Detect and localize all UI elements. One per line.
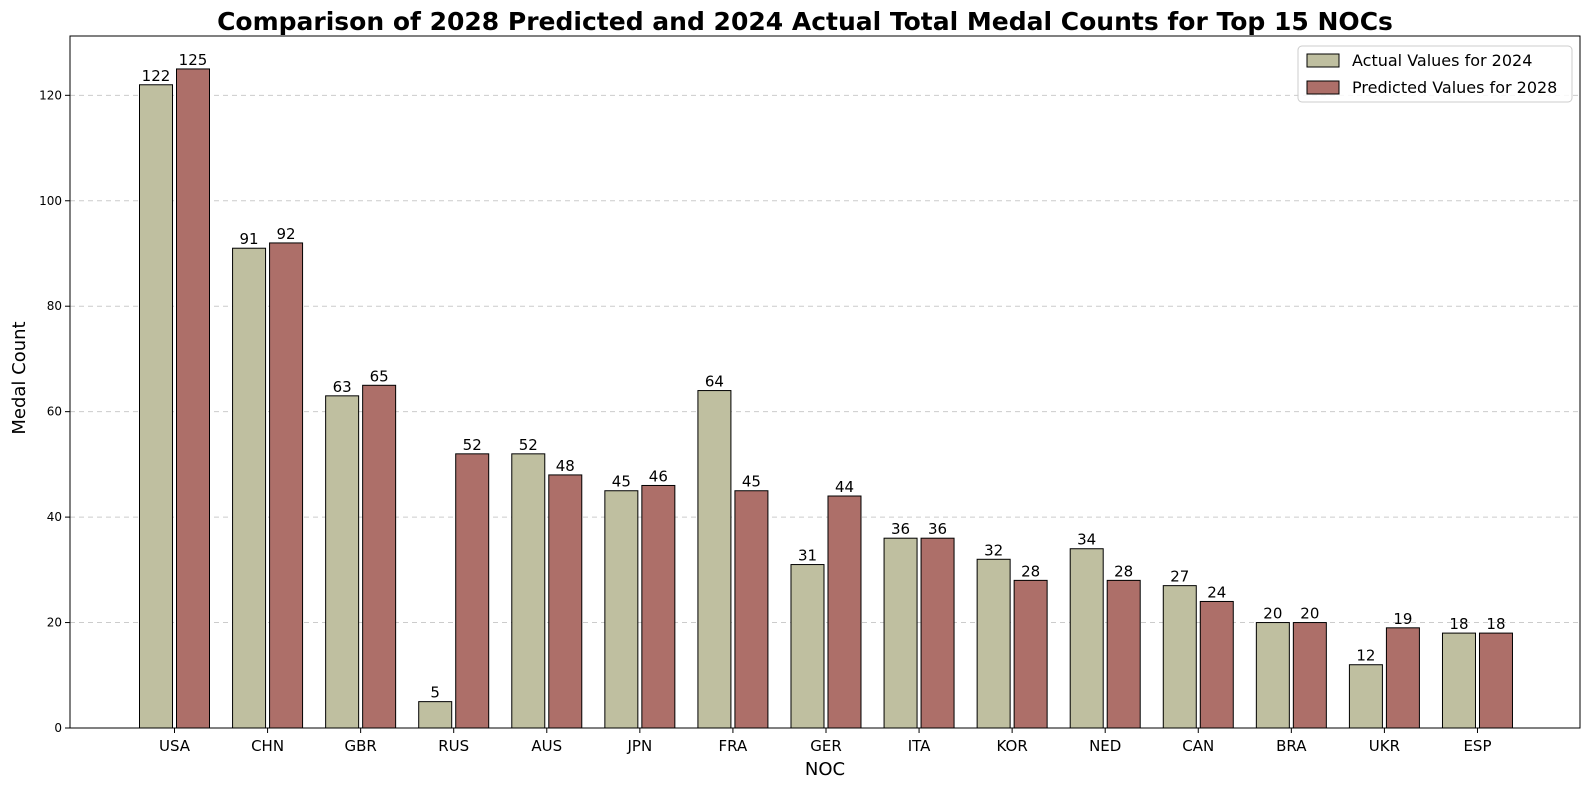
bar-value-label: 44 (835, 478, 854, 496)
bar-actual-2024 (511, 453, 546, 729)
bar-actual-2024 (1069, 548, 1104, 729)
bar-actual-2024 (883, 537, 918, 729)
bar-value-label: 45 (742, 473, 761, 491)
x-tick-label: GBR (344, 737, 376, 755)
x-tick-label: BRA (1276, 737, 1307, 755)
bar-predicted-2028 (362, 384, 397, 729)
bar-predicted-2028 (641, 484, 676, 729)
bar-value-label: 122 (142, 67, 171, 85)
x-tick-label: ITA (908, 737, 931, 755)
bar-actual-2024 (697, 390, 732, 729)
legend-frame (1297, 45, 1573, 103)
x-axis-ticks: USA CHN GBR RUS AUS JPN FRA GER ITA KOR NED CAN BRA U… (159, 728, 1492, 755)
bar-value-label: 31 (798, 547, 817, 565)
bar-predicted-2028 (1199, 600, 1234, 729)
bar-value-label: 36 (891, 520, 910, 538)
bar-value-label: 19 (1393, 610, 1412, 628)
bar-value-label: 28 (1021, 562, 1040, 580)
bar-value-label: 91 (240, 230, 259, 248)
x-tick-label: JPN (626, 737, 652, 755)
bar-predicted-2028 (1106, 579, 1141, 729)
x-axis-label: NOC (805, 759, 845, 780)
y-tick-label: 40 (47, 510, 62, 524)
bar-predicted-2028 (734, 490, 769, 729)
bar-value-label: 125 (179, 51, 208, 69)
x-tick-label: UKR (1369, 737, 1400, 755)
bar-predicted-2028 (548, 474, 583, 729)
chart-title: Comparison of 2028 Predicted and 2024 Ac… (217, 7, 1393, 36)
bar-predicted-2028 (920, 537, 955, 729)
bar-value-label: 36 (928, 520, 947, 538)
y-tick-label: 0 (54, 721, 62, 735)
bar-value-label: 45 (612, 473, 631, 491)
bar-value-label: 18 (1449, 615, 1468, 633)
bar-value-label: 52 (463, 436, 482, 454)
bar-actual-2024 (1441, 632, 1476, 729)
bar-actual-2024 (1348, 664, 1383, 729)
y-axis-label: Medal Count (9, 321, 30, 434)
bar-predicted-2028 (827, 495, 862, 729)
x-tick-label: KOR (997, 737, 1028, 755)
y-tick-label: 100 (39, 194, 62, 208)
bar-value-label: 5 (430, 684, 440, 702)
x-tick-label: CHN (251, 737, 284, 755)
bar-value-label: 92 (277, 225, 296, 243)
bar-predicted-2028 (176, 68, 210, 729)
bar-value-label: 18 (1486, 615, 1505, 633)
bar-value-label: 34 (1077, 531, 1096, 549)
bar-actual-2024 (1162, 585, 1197, 729)
bar-value-label: 65 (370, 367, 389, 385)
bar-actual-2024 (604, 490, 639, 729)
y-tick-label: 80 (47, 299, 62, 313)
legend-swatch (1306, 53, 1340, 68)
bar-predicted-2028 (1292, 622, 1327, 729)
bar-predicted-2028 (455, 453, 490, 729)
bar-value-label: 46 (649, 467, 668, 485)
bar-value-label: 28 (1114, 562, 1133, 580)
bar-actual-2024 (139, 84, 173, 729)
bar-value-label: 63 (333, 378, 352, 396)
bar-predicted-2028 (269, 242, 304, 729)
x-tick-label: ESP (1463, 737, 1491, 755)
bar-predicted-2028 (1478, 632, 1513, 729)
x-tick-label: CAN (1182, 737, 1214, 755)
bar-actual-2024 (976, 558, 1011, 729)
x-tick-label: NED (1089, 737, 1121, 755)
x-tick-label: RUS (438, 737, 469, 755)
bar-actual-2024 (790, 564, 825, 729)
bar-value-label: 12 (1356, 647, 1375, 665)
bars (139, 68, 1513, 729)
y-axis-ticks: 0 20 40 60 80 100 120 (39, 88, 70, 735)
bar-value-label: 20 (1300, 605, 1319, 623)
x-tick-label: AUS (531, 737, 562, 755)
x-tick-label: USA (159, 737, 191, 755)
y-tick-label: 120 (39, 88, 62, 102)
bar-value-label: 64 (705, 373, 724, 391)
bar-value-label: 48 (556, 457, 575, 475)
bar-value-label: 27 (1170, 568, 1189, 586)
bar-actual-2024 (1255, 622, 1290, 729)
bar-value-label: 32 (984, 541, 1003, 559)
bar-labels: 122 125 91 92 63 65 5 52 52 48 45 46 64 45 31 44 36 36 32 2… (142, 51, 1506, 702)
legend-entry: Predicted Values for 2028 (1352, 78, 1557, 97)
bar-actual-2024 (418, 701, 453, 729)
bar-predicted-2028 (1013, 579, 1048, 729)
bar-predicted-2028 (1385, 627, 1420, 729)
legend: Actual Values for 2024 Predicted Values f… (1297, 45, 1573, 103)
bar-value-label: 20 (1263, 605, 1282, 623)
bar-actual-2024 (325, 395, 360, 729)
bar-value-label: 52 (519, 436, 538, 454)
legend-swatch (1306, 80, 1340, 95)
y-tick-label: 20 (47, 616, 62, 630)
bar-actual-2024 (232, 247, 267, 729)
y-tick-label: 60 (47, 405, 62, 419)
plot-frame (69, 35, 1581, 729)
x-tick-label: GER (810, 737, 842, 755)
x-tick-label: FRA (719, 737, 748, 755)
bar-value-label: 24 (1207, 583, 1226, 601)
legend-entry: Actual Values for 2024 (1352, 51, 1532, 70)
